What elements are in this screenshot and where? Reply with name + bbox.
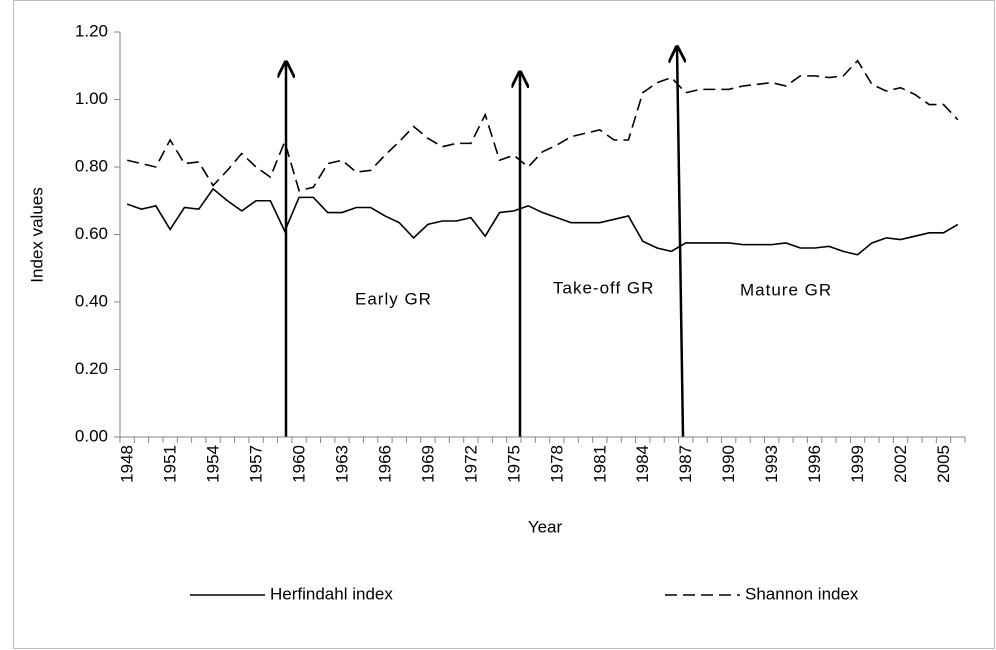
series-line [126, 187, 959, 256]
x-tick-label: 1996 [805, 445, 824, 483]
y-tick-label: 0.00 [75, 426, 108, 445]
x-tick-label: 2002 [891, 445, 910, 483]
x-tick-label: 1999 [848, 445, 867, 483]
x-tick-label: 1948 [118, 445, 137, 483]
y-tick-label: 0.60 [75, 224, 108, 243]
annotation: Mature GR [740, 280, 832, 299]
x-tick-label: 1993 [762, 445, 781, 483]
x-tick-label: 1960 [290, 445, 309, 483]
x-tick-label: 1975 [504, 445, 523, 483]
phase-arrow [677, 47, 683, 438]
x-tick-label: 1957 [247, 445, 266, 483]
legend-label: Herfindahl index [270, 584, 393, 603]
legend-label: Shannon index [745, 584, 859, 603]
x-tick-label: 1954 [204, 445, 223, 483]
x-tick-label: 1951 [161, 445, 180, 483]
x-tick-label: 1990 [719, 445, 738, 483]
x-tick-label: 1978 [547, 445, 566, 483]
y-tick-label: 0.80 [75, 156, 108, 175]
x-tick-label: 1963 [332, 445, 351, 483]
y-tick-label: 1.00 [75, 89, 108, 108]
x-tick-label: 1984 [633, 445, 652, 483]
y-tick-label: 1.20 [75, 21, 108, 40]
x-tick-label: 1981 [590, 445, 609, 483]
annotation: Take-off GR [553, 278, 654, 297]
series-line [126, 59, 959, 192]
x-tick-label: 1987 [676, 445, 695, 483]
y-tick-label: 0.20 [75, 359, 108, 378]
chart-frame [13, 0, 995, 649]
x-tick-label: 1972 [461, 445, 480, 483]
x-tick-label: 1966 [375, 445, 394, 483]
x-axis-label: Year [528, 517, 563, 536]
annotation: Early GR [355, 289, 432, 308]
y-tick-label: 0.40 [75, 291, 108, 310]
y-axis-label: Index values [27, 187, 46, 282]
x-tick-label: 1969 [418, 445, 437, 483]
x-tick-label: 2005 [934, 445, 953, 483]
